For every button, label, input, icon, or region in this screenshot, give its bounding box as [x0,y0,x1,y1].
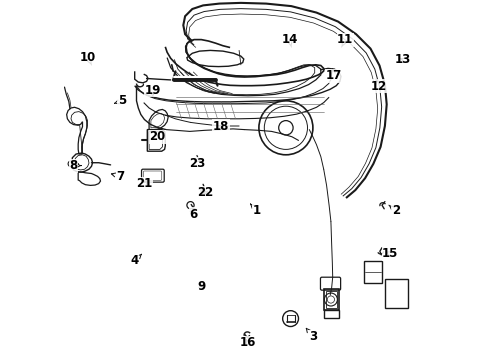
Text: 10: 10 [80,51,96,65]
Text: 1: 1 [250,204,261,217]
Text: 21: 21 [136,177,152,190]
Text: 16: 16 [240,336,256,349]
Text: 17: 17 [325,68,341,82]
Text: 14: 14 [281,33,297,47]
Text: 5: 5 [114,94,126,107]
Text: 11: 11 [337,33,353,47]
Text: 20: 20 [149,130,165,143]
Text: 6: 6 [189,208,197,221]
Text: 4: 4 [130,254,141,267]
Text: 23: 23 [188,157,204,170]
Text: 2: 2 [388,204,399,217]
Text: 3: 3 [305,328,316,343]
Text: 19: 19 [144,84,161,97]
Text: 13: 13 [394,53,410,66]
Text: 12: 12 [369,79,386,93]
Text: 8: 8 [69,159,81,172]
Text: 18: 18 [212,120,229,132]
Text: 9: 9 [197,280,205,293]
Text: 7: 7 [111,170,124,183]
Text: 22: 22 [196,186,213,199]
Text: 15: 15 [381,247,398,260]
